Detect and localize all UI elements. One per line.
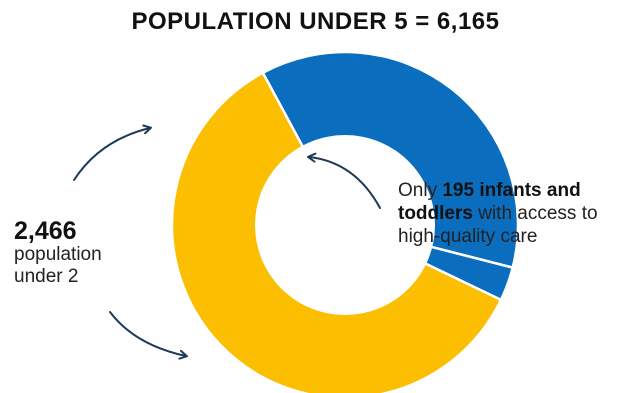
- donut-hole: [255, 135, 435, 315]
- arrow-down-icon: [109, 311, 188, 360]
- chart-title: POPULATION UNDER 5 = 6,165: [131, 8, 500, 35]
- arrow-up-icon: [73, 124, 152, 181]
- care-annotation: Only 195 infants and toddlers with acces…: [398, 179, 630, 248]
- arrow-to-slice-icon: [307, 152, 381, 209]
- under-2-label-line-2: under 2: [14, 266, 79, 287]
- care-highlight: 195 infants and toddlers: [398, 180, 581, 224]
- under-2-label-line-1: population: [14, 244, 102, 265]
- care-prefix: Only: [398, 180, 443, 201]
- under-2-value: 2,466: [14, 217, 77, 245]
- under-2-annotation: 2,466 population under 2: [14, 218, 102, 288]
- care-suffix: with access to high-quality care: [398, 203, 598, 247]
